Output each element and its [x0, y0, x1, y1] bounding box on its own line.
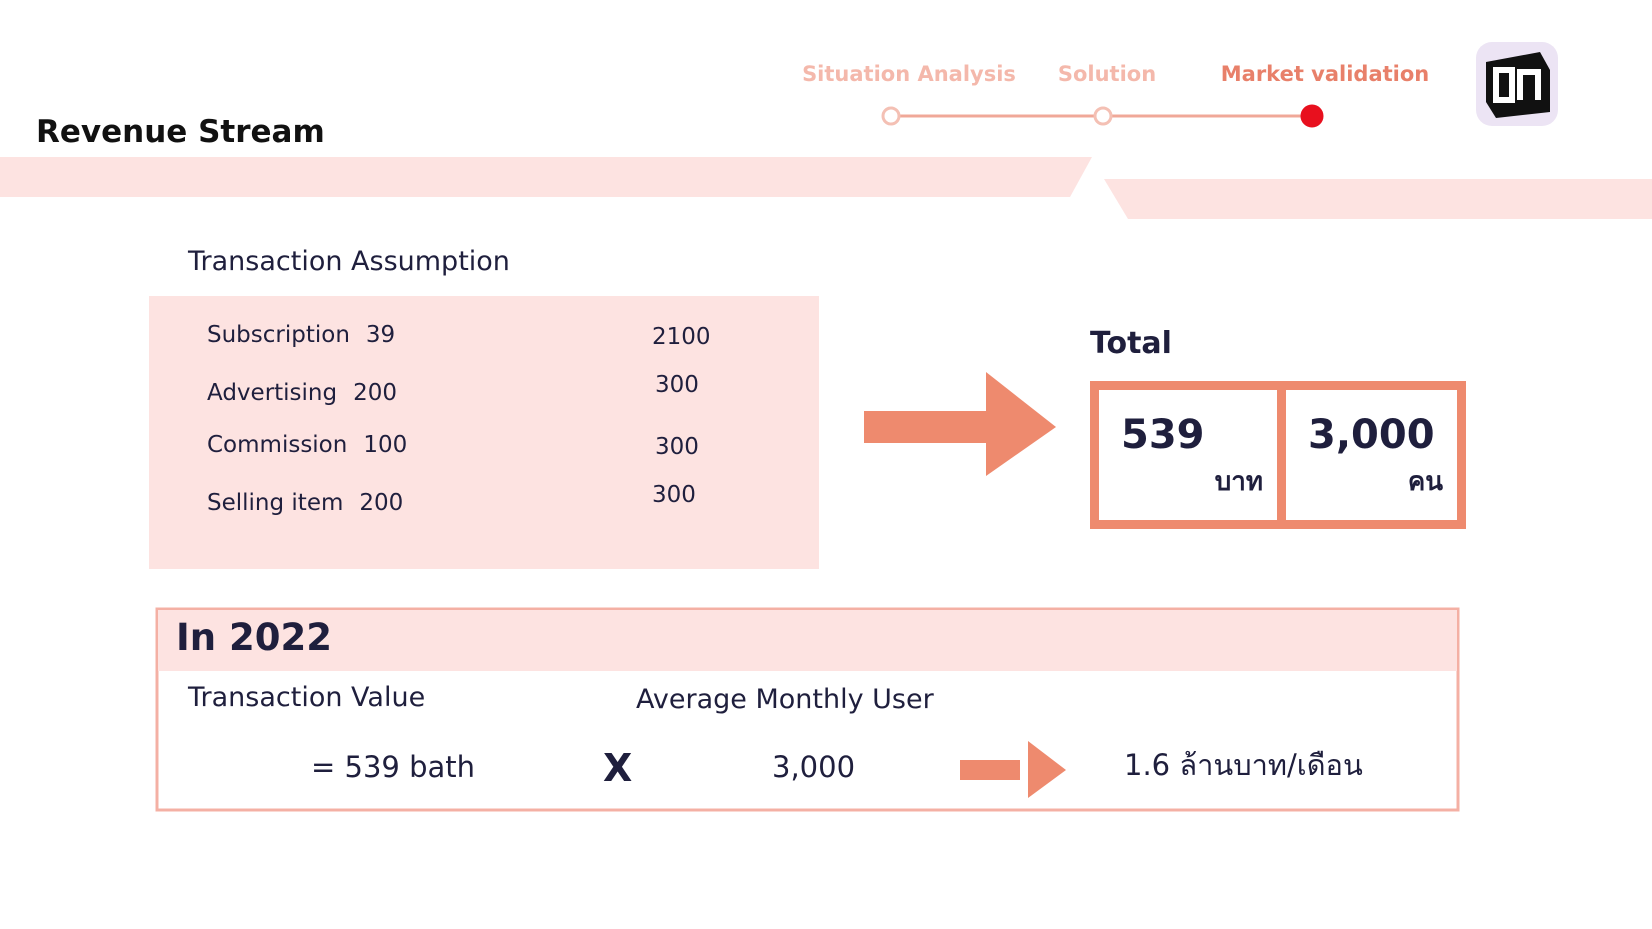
step-dot: [881, 106, 901, 126]
total-unit: บาท: [1214, 467, 1263, 497]
value: = 539 bath: [311, 750, 476, 784]
total-unit: คน: [1407, 467, 1443, 497]
step-label: Market validation: [1220, 62, 1430, 86]
row-count: 2100: [652, 324, 711, 350]
row-count: 300: [655, 434, 699, 460]
row-value: 39: [365, 322, 396, 348]
label: Transaction Value: [188, 682, 426, 713]
total-box: 3,000 คน: [1277, 381, 1466, 529]
total-title: Total: [1090, 326, 1172, 361]
step-label: Situation Analysis: [802, 62, 1016, 86]
label: Average Monthly User: [636, 684, 934, 715]
summary-title: In 2022: [176, 616, 332, 659]
slide-title: Revenue Stream: [36, 114, 325, 150]
operator: X: [603, 746, 633, 790]
row-count: 300: [655, 372, 699, 398]
row-label: Commission: [207, 432, 348, 458]
row-value: 200: [353, 380, 398, 406]
total-value: 539: [1121, 412, 1205, 458]
total-value: 3,000: [1308, 412, 1435, 458]
step-dot: [1093, 106, 1113, 126]
step-label: Solution: [1057, 62, 1157, 86]
result: 1.6 ล้านบาท/เดือน: [1124, 748, 1363, 782]
row-value: 100: [363, 432, 408, 458]
step-dot: [1300, 104, 1324, 128]
row-label: Selling item: [207, 490, 344, 516]
row-label: Advertising: [207, 380, 338, 406]
section-title: Transaction Assumption: [188, 246, 510, 277]
value: 3,000: [772, 750, 856, 784]
total-box: 539 บาท: [1090, 381, 1286, 529]
row-value: 200: [359, 490, 404, 516]
row-count: 300: [652, 482, 696, 508]
row-label: Subscription: [207, 322, 350, 348]
